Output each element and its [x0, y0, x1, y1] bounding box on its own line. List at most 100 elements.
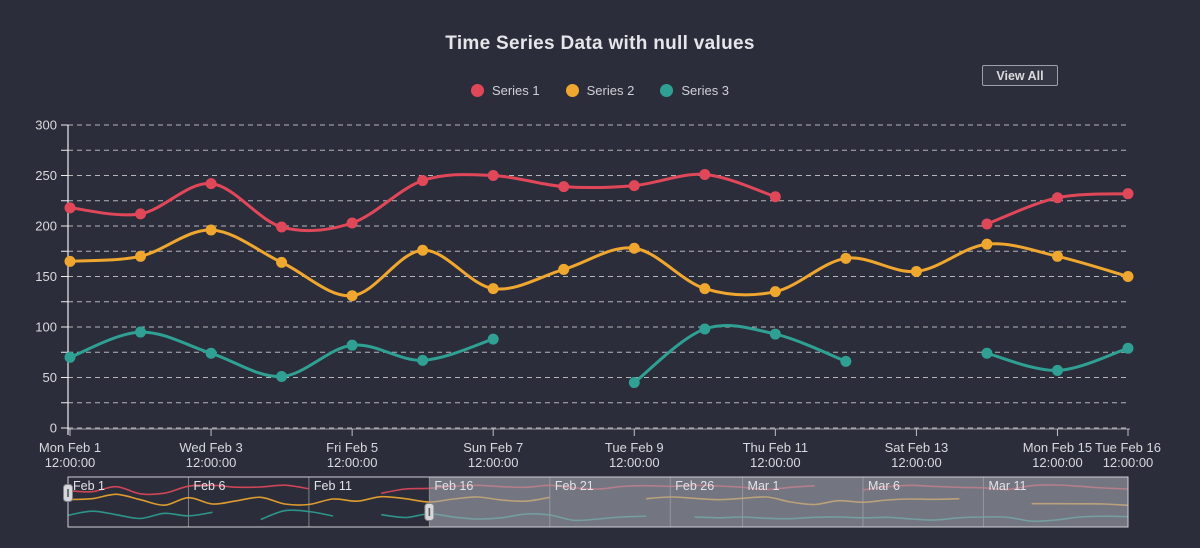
data-point-series-1[interactable]	[699, 168, 711, 180]
data-point-series-3[interactable]	[981, 347, 993, 359]
data-point-series-1[interactable]	[487, 170, 499, 181]
data-point-series-1[interactable]	[205, 178, 217, 190]
navigator-date-label: Mar 11	[988, 479, 1026, 493]
series-line-3	[68, 330, 495, 379]
data-point-series-2[interactable]	[628, 242, 640, 254]
navigator-date-label: Feb 6	[193, 479, 225, 493]
data-point-series-3[interactable]	[135, 326, 147, 338]
legend-item-label: Series 1	[491, 82, 540, 98]
data-point-series-2[interactable]	[487, 283, 499, 295]
x-axis-label-time: 12:00:00	[468, 455, 519, 470]
navigator-date-label: Feb 21	[555, 479, 594, 493]
range-navigator[interactable]: Feb 1 Feb 6 Feb 11 Feb 16 Feb 21 Feb 26 Mar 1 M…	[0, 470, 1200, 548]
x-axis-label-time: 12:00:00	[327, 455, 378, 470]
data-point-series-1[interactable]	[276, 221, 288, 233]
data-point-series-2[interactable]	[910, 265, 922, 277]
data-point-series-1[interactable]	[981, 218, 993, 230]
data-point-series-3[interactable]	[769, 328, 781, 340]
data-point-series-2[interactable]	[135, 250, 147, 262]
legend-marker-icon	[660, 83, 674, 97]
data-point-series-1[interactable]	[1122, 188, 1134, 200]
legend: Series 1 Series 2 Series 3	[0, 82, 1200, 98]
data-point-series-2[interactable]	[1122, 271, 1134, 282]
data-point-series-3[interactable]	[1122, 342, 1134, 354]
navigator-date-label: Feb 16	[434, 479, 473, 493]
data-point-series-1[interactable]	[417, 175, 429, 187]
x-axis-label-date: Sun Feb 7	[463, 440, 523, 455]
y-axis-label: 150	[35, 269, 57, 284]
data-point-series-3[interactable]	[840, 355, 852, 367]
data-point-series-3[interactable]	[205, 347, 217, 359]
series-line-2	[68, 228, 1130, 298]
data-point-series-2[interactable]	[417, 244, 429, 256]
y-axis-label: 200	[35, 219, 57, 234]
x-axis-label-date: Mon Feb 1	[39, 440, 101, 455]
data-point-series-3[interactable]	[276, 370, 288, 382]
y-axis-label: 100	[35, 320, 57, 335]
chart-title: Time Series Data with null values	[445, 33, 755, 54]
navigator-unselected-mask[interactable]	[429, 477, 1128, 527]
x-axis-label-time: 12:00:00	[750, 455, 801, 470]
data-point-series-3[interactable]	[1051, 364, 1063, 376]
data-point-series-1[interactable]	[628, 180, 640, 192]
data-point-series-2[interactable]	[558, 263, 570, 275]
y-axis-label: 300	[35, 118, 57, 133]
legend-item-1[interactable]: Series 1	[470, 82, 540, 98]
data-point-series-2[interactable]	[276, 256, 288, 268]
data-point-series-3[interactable]	[346, 339, 358, 351]
data-point-series-2[interactable]	[346, 290, 358, 302]
data-point-series-3[interactable]	[699, 323, 711, 335]
x-axis-label-date: Tue Feb 16	[1095, 440, 1161, 455]
data-point-series-1[interactable]	[1051, 192, 1063, 204]
navigator-date-label: Feb 1	[73, 479, 105, 493]
data-point-series-2[interactable]	[981, 238, 993, 250]
navigator-series-line-3	[260, 509, 334, 521]
data-point-series-2[interactable]	[1051, 250, 1063, 262]
navigator-left-handle[interactable]	[63, 484, 73, 502]
x-axis-label-time: 12:00:00	[45, 455, 96, 470]
legend-marker-icon	[565, 83, 579, 97]
data-point-series-3[interactable]	[487, 333, 499, 345]
data-point-series-2[interactable]	[64, 255, 76, 267]
navigator-date-label: Feb 11	[314, 479, 352, 493]
data-point-series-1[interactable]	[135, 208, 147, 220]
x-axis-label-time: 12:00:00	[1032, 455, 1083, 470]
x-axis-label-date: Mon Feb 15	[1023, 440, 1092, 455]
data-point-series-3[interactable]	[417, 354, 429, 366]
x-axis-label-date: Sat Feb 13	[885, 440, 949, 455]
data-point-series-1[interactable]	[558, 181, 570, 193]
data-point-series-1[interactable]	[64, 202, 76, 214]
x-axis-label-time: 12:00:00	[186, 455, 237, 470]
navigator-date-label: Mar 1	[748, 479, 780, 493]
data-point-series-3[interactable]	[628, 377, 640, 389]
x-axis-label-date: Thu Feb 11	[743, 440, 809, 455]
x-axis-label-date: Fri Feb 5	[326, 440, 378, 455]
series-line-3	[632, 324, 848, 385]
navigator-series-line-1	[67, 484, 310, 496]
x-axis-label-time: 12:00:00	[1103, 455, 1154, 470]
x-axis-label-date: Tue Feb 9	[605, 440, 664, 455]
navigator-series-line-3	[67, 510, 213, 520]
y-axis-label: 0	[50, 421, 57, 436]
legend-item-2[interactable]: Series 2	[565, 83, 634, 98]
data-point-series-2[interactable]	[205, 224, 217, 236]
data-point-series-3[interactable]	[64, 351, 76, 363]
legend-item-label: Series 3	[681, 82, 730, 98]
y-axis-label: 250	[35, 168, 57, 183]
data-point-series-2[interactable]	[840, 252, 852, 264]
x-axis-label-date: Wed Feb 3	[179, 440, 242, 455]
x-axis-label-time: 12:00:00	[891, 455, 942, 470]
legend-item-3[interactable]: Series 3	[660, 83, 729, 98]
data-point-series-1[interactable]	[769, 191, 781, 203]
data-point-series-2[interactable]	[699, 283, 711, 295]
x-axis-label-time: 12:00:00	[609, 455, 660, 470]
data-point-series-1[interactable]	[346, 217, 358, 229]
navigator-date-label: Feb 26	[675, 479, 714, 493]
data-point-series-2[interactable]	[769, 286, 781, 298]
view-all-button[interactable]: View All	[982, 65, 1058, 86]
navigator-date-label: Mar 6	[868, 479, 900, 493]
y-axis-label: 50	[43, 370, 57, 385]
navigator-right-handle[interactable]	[424, 503, 435, 521]
